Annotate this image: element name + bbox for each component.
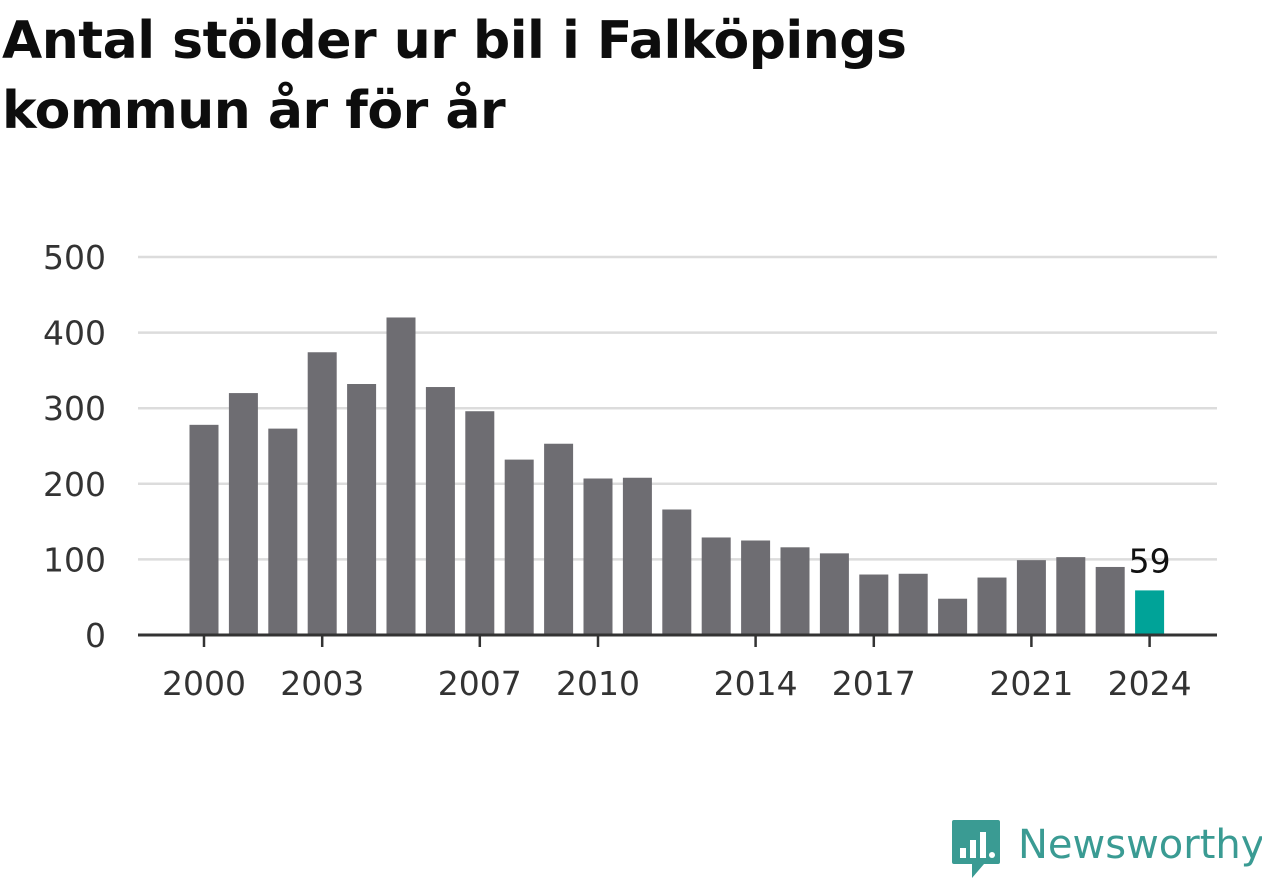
bar-2001 [228, 393, 258, 635]
y-tick-label: 200 [43, 465, 106, 504]
bar-2019 [938, 598, 968, 635]
bar-2022 [1056, 557, 1086, 635]
bar-2014 [741, 540, 771, 635]
bar-2011 [622, 477, 652, 635]
data-label: 59 [1129, 541, 1171, 580]
y-tick-label: 300 [43, 389, 106, 428]
x-tick-label: 2007 [438, 664, 522, 703]
bar-2018 [898, 573, 928, 635]
data-labels: 59 [1129, 541, 1171, 580]
y-tick-label: 500 [43, 238, 106, 277]
x-tick-label: 2017 [832, 664, 916, 703]
x-axis-tick-labels: 2000 2003 2007 2010 2014 2017 2021 2024 [162, 664, 1192, 703]
bar-2008 [504, 459, 534, 635]
brand-logo: Newsworthy [950, 818, 1262, 879]
bar-2010 [583, 478, 613, 635]
x-axis [138, 633, 1217, 647]
bar-2003 [307, 352, 337, 635]
y-axis-tick-labels: 0 100 200 300 400 500 [43, 238, 106, 655]
x-tick-label: 2003 [280, 664, 364, 703]
bar-2002 [268, 428, 298, 635]
x-tick-label: 2021 [989, 664, 1073, 703]
bar-2015 [780, 547, 810, 635]
bar-2006 [425, 387, 455, 635]
bar-2005 [386, 317, 416, 635]
y-tick-label: 400 [43, 314, 106, 353]
bar-2009 [544, 443, 574, 635]
bars [189, 317, 1165, 635]
bar-2000 [189, 424, 219, 635]
x-tick-label: 2010 [556, 664, 640, 703]
bar-2013 [701, 537, 731, 635]
x-tick-label: 2014 [714, 664, 798, 703]
bar-2007 [465, 411, 495, 635]
x-tick-label: 2024 [1108, 664, 1192, 703]
bar-2024 [1135, 590, 1165, 635]
bar-2004 [347, 384, 377, 635]
bar-2017 [859, 574, 889, 635]
chart-title: Antal stölder ur bil i Falköpings kommun… [2, 11, 907, 141]
brand-name: Newsworthy [1018, 822, 1262, 868]
y-tick-label: 100 [43, 540, 106, 579]
bar-2021 [1016, 560, 1046, 635]
bar-2012 [662, 509, 692, 635]
bar-2023 [1095, 566, 1125, 635]
newsworthy-logo-icon [952, 820, 1000, 878]
bar-2016 [819, 553, 849, 635]
y-tick-label: 0 [85, 616, 106, 655]
x-tick-label: 2000 [162, 664, 246, 703]
bar-2020 [977, 577, 1007, 635]
